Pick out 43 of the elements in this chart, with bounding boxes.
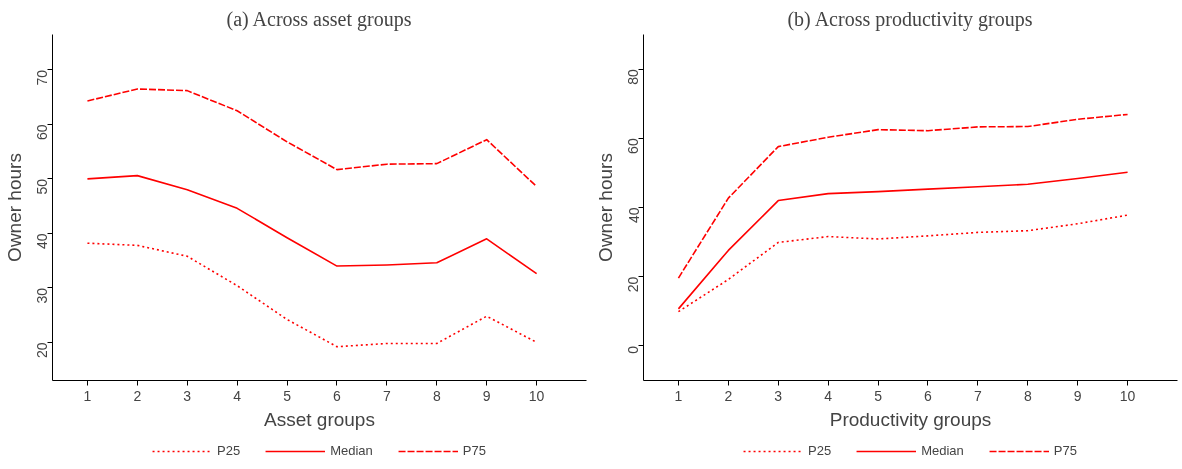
y-tick-label: 20: [34, 342, 51, 358]
x-tick-label: 1: [674, 387, 683, 404]
x-tick-label: 6: [924, 387, 933, 404]
y-tick-label: 80: [625, 68, 642, 85]
x-tick-label: 7: [973, 387, 982, 404]
y-tick-label: 20: [625, 276, 642, 293]
x-axis-title: Productivity groups: [829, 408, 992, 430]
y-tick-label: 60: [34, 124, 51, 140]
legend-label: Median: [330, 443, 373, 458]
x-axis-title: Asset groups: [264, 408, 375, 430]
legend-label: P75: [462, 443, 486, 458]
legend-label: P75: [1053, 443, 1077, 458]
x-tick-label: 10: [1119, 387, 1136, 404]
legend-label: P25: [808, 443, 832, 458]
x-tick-label: 5: [283, 387, 292, 404]
x-tick-label: 5: [874, 387, 883, 404]
y-axis-title: Owner hours: [594, 153, 616, 262]
x-tick-label: 2: [724, 387, 733, 404]
y-tick-label: 30: [34, 287, 51, 304]
x-tick-label: 9: [482, 387, 491, 404]
x-tick-label: 10: [528, 387, 545, 404]
x-tick-label: 8: [432, 387, 441, 404]
x-tick-label: 6: [333, 387, 342, 404]
y-tick-label: 40: [625, 207, 642, 224]
chart-title: (b) Across productivity groups: [787, 7, 1033, 31]
x-tick-label: 4: [824, 387, 833, 404]
chart-title: (a) Across asset groups: [226, 7, 412, 31]
x-tick-label: 3: [774, 387, 783, 404]
legend-label: Median: [921, 443, 964, 458]
y-tick-label: 60: [625, 138, 642, 154]
x-tick-label: 4: [233, 387, 242, 404]
x-tick-label: 9: [1073, 387, 1082, 404]
x-tick-label: 7: [382, 387, 391, 404]
y-tick-label: 70: [34, 69, 51, 86]
y-tick-label: 40: [34, 233, 51, 249]
x-tick-label: 1: [83, 387, 92, 404]
x-tick-label: 3: [183, 387, 192, 404]
y-axis-title: Owner hours: [3, 153, 25, 262]
y-tick-label: 0: [625, 345, 642, 354]
legend-label: P25: [217, 443, 241, 458]
x-tick-label: 2: [133, 387, 142, 404]
x-tick-label: 8: [1023, 387, 1032, 404]
y-tick-label: 50: [34, 178, 51, 195]
